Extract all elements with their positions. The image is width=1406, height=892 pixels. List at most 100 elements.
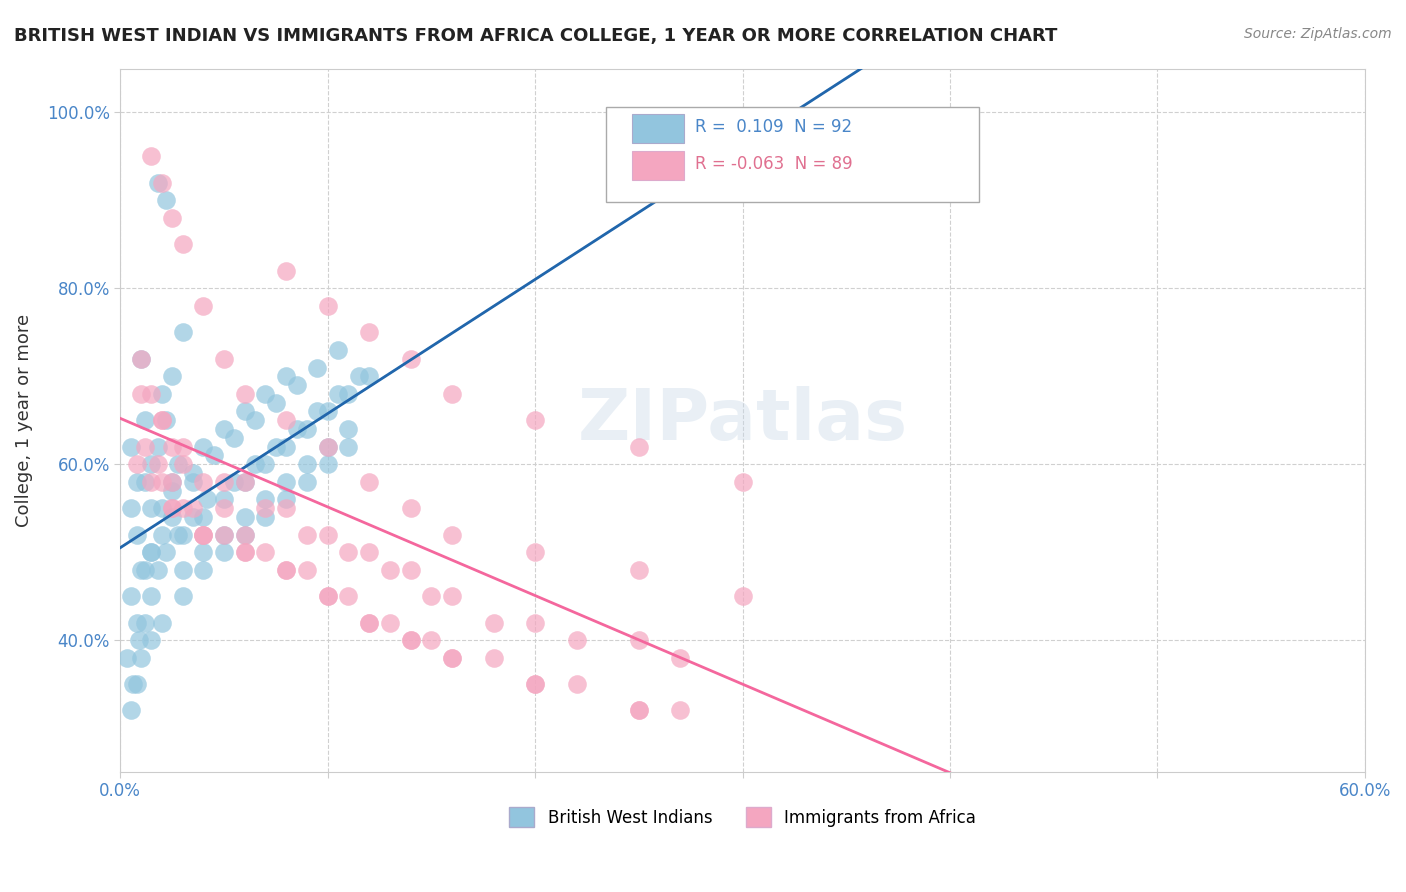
Point <box>276 501 298 516</box>
Point <box>141 501 163 516</box>
Point <box>482 615 505 630</box>
Point <box>254 510 277 524</box>
Point <box>160 369 183 384</box>
Point <box>172 527 194 541</box>
Point <box>125 475 148 489</box>
Point <box>212 475 235 489</box>
Point <box>441 527 464 541</box>
Point <box>285 378 308 392</box>
Point <box>146 457 169 471</box>
Point <box>276 369 298 384</box>
Point <box>233 527 256 541</box>
Point <box>359 369 381 384</box>
Point <box>181 501 204 516</box>
Point <box>627 633 650 648</box>
Point <box>134 475 156 489</box>
Point <box>359 326 381 340</box>
Point <box>254 457 277 471</box>
Point <box>254 501 277 516</box>
Point <box>399 563 422 577</box>
Point <box>120 501 142 516</box>
Point <box>347 369 370 384</box>
Point <box>359 615 381 630</box>
Point <box>181 475 204 489</box>
Point <box>627 563 650 577</box>
Point <box>150 527 173 541</box>
Point <box>337 440 360 454</box>
Point <box>316 457 339 471</box>
Point <box>141 149 163 163</box>
Point <box>134 440 156 454</box>
Point <box>160 483 183 498</box>
Point <box>160 501 183 516</box>
Point <box>565 677 588 691</box>
Point <box>359 615 381 630</box>
Point <box>276 264 298 278</box>
Point <box>316 589 339 603</box>
Point <box>669 650 692 665</box>
Point <box>524 413 547 427</box>
Point <box>524 615 547 630</box>
Point <box>193 299 215 313</box>
Point <box>233 404 256 418</box>
Text: ZIPatlas: ZIPatlas <box>578 385 908 455</box>
Point <box>337 545 360 559</box>
Legend: British West Indians, Immigrants from Africa: British West Indians, Immigrants from Af… <box>502 800 983 834</box>
Point <box>359 545 381 559</box>
Point <box>326 343 349 357</box>
Point <box>155 413 177 427</box>
Point <box>212 422 235 436</box>
Point <box>276 492 298 507</box>
Point <box>264 395 287 409</box>
FancyBboxPatch shape <box>606 107 979 202</box>
Point <box>316 440 339 454</box>
Point <box>141 545 163 559</box>
Point <box>276 563 298 577</box>
Point <box>160 510 183 524</box>
Point <box>295 475 318 489</box>
Point <box>160 475 183 489</box>
Point <box>243 413 266 427</box>
Point <box>160 501 183 516</box>
Point <box>316 299 339 313</box>
Point <box>212 492 235 507</box>
Point <box>420 633 443 648</box>
Point <box>254 545 277 559</box>
FancyBboxPatch shape <box>631 151 685 180</box>
Point <box>441 650 464 665</box>
Point <box>565 633 588 648</box>
Point <box>134 615 156 630</box>
Point <box>399 633 422 648</box>
Point <box>264 440 287 454</box>
Point <box>212 545 235 559</box>
Point <box>285 422 308 436</box>
Point <box>193 527 215 541</box>
Point <box>167 457 190 471</box>
Point <box>224 475 246 489</box>
Point <box>326 387 349 401</box>
Point <box>627 704 650 718</box>
Point <box>441 589 464 603</box>
Point <box>233 475 256 489</box>
Point <box>141 589 163 603</box>
FancyBboxPatch shape <box>631 113 685 143</box>
Point <box>233 510 256 524</box>
Point <box>121 677 143 691</box>
Point <box>295 563 318 577</box>
Text: R = -0.063  N = 89: R = -0.063 N = 89 <box>696 155 853 173</box>
Point <box>120 440 142 454</box>
Text: Source: ZipAtlas.com: Source: ZipAtlas.com <box>1244 27 1392 41</box>
Point <box>129 563 152 577</box>
Point <box>212 527 235 541</box>
Point <box>146 563 169 577</box>
Point <box>193 545 215 559</box>
Point <box>295 422 318 436</box>
Point <box>378 563 401 577</box>
Point <box>150 413 173 427</box>
Point <box>420 589 443 603</box>
Point <box>125 677 148 691</box>
Point <box>316 404 339 418</box>
Point <box>120 589 142 603</box>
Text: BRITISH WEST INDIAN VS IMMIGRANTS FROM AFRICA COLLEGE, 1 YEAR OR MORE CORRELATIO: BRITISH WEST INDIAN VS IMMIGRANTS FROM A… <box>14 27 1057 45</box>
Point <box>141 387 163 401</box>
